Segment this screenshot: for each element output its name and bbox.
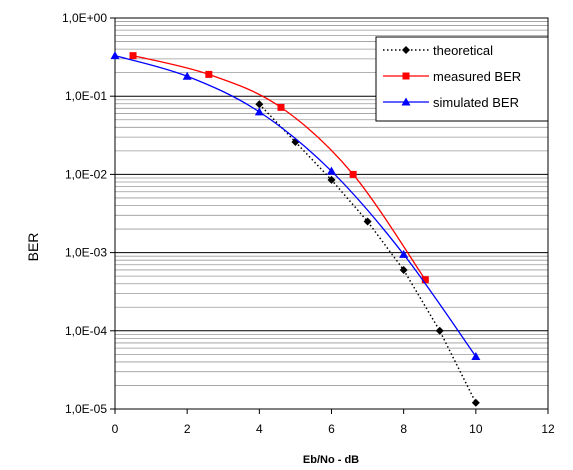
y-tick-label: 1,0E-05: [65, 402, 107, 416]
x-tick-label: 8: [400, 422, 407, 436]
x-tick-label: 2: [184, 422, 191, 436]
data-point-theoretical: [363, 217, 372, 226]
data-point-measured: [205, 70, 213, 78]
y-tick-label: 1,0E-04: [65, 324, 107, 338]
y-axis-title: BER: [25, 233, 41, 262]
data-point-theoretical: [435, 326, 444, 335]
data-point-simulated: [327, 166, 336, 175]
legend-marker-simulated: [401, 97, 411, 106]
data-point-theoretical: [327, 175, 336, 184]
x-tick-label: 4: [256, 422, 263, 436]
legend: theoretical measured BER simulated BER: [375, 36, 549, 122]
legend-marker-measured: [402, 72, 410, 80]
x-axis-title: Eb/No - dB: [303, 454, 359, 466]
data-point-simulated: [254, 107, 264, 116]
series-theoretical: [255, 100, 480, 407]
x-tick-label: 0: [112, 422, 119, 436]
series-line-measured: [132, 55, 426, 281]
data-point-theoretical: [255, 100, 264, 109]
y-tick-label: 1,0E-02: [65, 167, 107, 181]
data-point-simulated: [471, 351, 481, 360]
data-point-measured: [129, 52, 137, 60]
data-point-simulated: [110, 51, 120, 60]
y-tick-label: 1,0E-03: [65, 246, 107, 260]
data-point-measured: [349, 170, 357, 178]
data-point-measured: [277, 103, 285, 111]
x-axis: 0 2 4 6 8 10 12: [112, 409, 555, 436]
data-point-simulated: [182, 71, 192, 80]
legend-label-theoretical: theoretical: [433, 43, 493, 58]
data-point-theoretical: [399, 265, 408, 274]
legend-label-simulated: simulated BER: [433, 95, 519, 110]
y-tick-label: 1,0E+00: [62, 11, 107, 25]
series-layer: [110, 51, 481, 407]
y-tick-label: 1,0E-01: [65, 89, 107, 103]
series-simulated: [110, 51, 481, 360]
legend-label-measured: measured BER: [433, 69, 521, 84]
x-tick-label: 12: [541, 422, 555, 436]
series-measured: [129, 52, 429, 284]
x-tick-label: 6: [328, 422, 335, 436]
x-tick-label: 10: [469, 422, 483, 436]
data-point-simulated: [399, 249, 409, 258]
legend-marker-theoretical: [402, 46, 410, 54]
data-point-theoretical: [471, 398, 480, 407]
data-point-measured: [421, 276, 429, 284]
y-axis: 1,0E+00 1,0E-01 1,0E-02 1,0E-03 1,0E-04 1,0E-…: [62, 11, 115, 416]
